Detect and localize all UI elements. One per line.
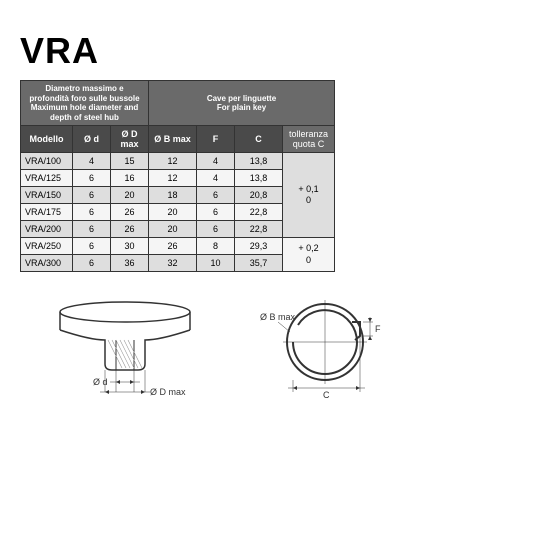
spec-table-inner: Diametro massimo e profondità foro sulle… [20, 80, 335, 272]
table-row: VRA/100 415 12413,8 + 0,1 0 [21, 153, 335, 170]
col-Bmax: Ø B max [149, 126, 197, 153]
col-tol: tolleranza quota C [283, 126, 335, 153]
label-C: C [323, 390, 330, 400]
label-d: Ø d [93, 377, 108, 387]
tolerance-cell-2: + 0,2 0 [283, 238, 335, 272]
label-F: F [375, 324, 381, 334]
page-title: VRA [20, 30, 530, 72]
hub-section-diagram: Ø d Ø D max [50, 292, 200, 402]
col-model: Modello [21, 126, 73, 153]
section2-header: Cave per linguette For plain key [149, 81, 335, 126]
table-row: VRA/250 630 26829,3 + 0,2 0 [21, 238, 335, 255]
diagrams-row: Ø d Ø D max Ø B max F C [20, 292, 530, 402]
tolerance-cell-1: + 0,1 0 [283, 153, 335, 238]
col-d: Ø d [73, 126, 111, 153]
keyway-diagram: Ø B max F C [260, 292, 400, 402]
col-F: F [197, 126, 235, 153]
label-Dmax: Ø D max [150, 387, 186, 397]
label-Bmax: Ø B max [260, 312, 296, 322]
col-Dmax: Ø D max [111, 126, 149, 153]
section1-header: Diametro massimo e profondità foro sulle… [21, 81, 149, 126]
spec-table: Diametro massimo e profondità foro sulle… [20, 80, 530, 272]
col-C: C [235, 126, 283, 153]
